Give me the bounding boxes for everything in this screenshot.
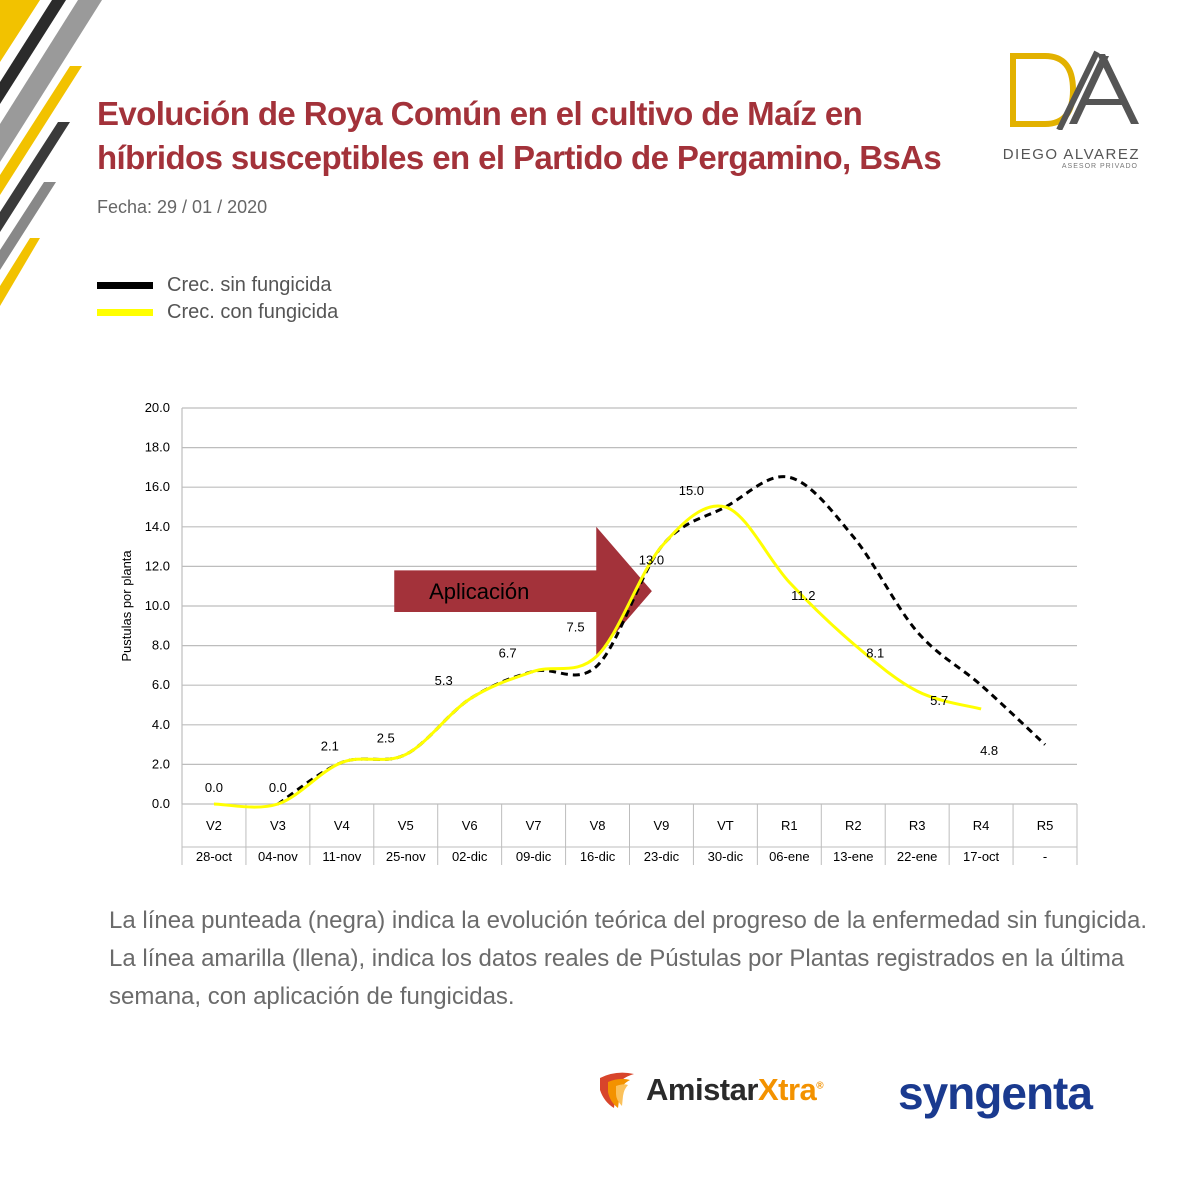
y-tick-label: 18.0	[145, 440, 170, 455]
data-label: 4.8	[980, 743, 998, 758]
x-category-label: V6	[462, 818, 478, 833]
y-tick-label: 12.0	[145, 558, 170, 573]
registered-mark: ®	[816, 1080, 824, 1092]
legend-label: Crec. con fungicida	[167, 301, 339, 323]
x-category-label: R3	[909, 818, 926, 833]
x-date-label: 25-nov	[386, 849, 426, 864]
data-label: 13.0	[639, 553, 664, 568]
x-category-label: R1	[781, 818, 798, 833]
y-tick-label: 0.0	[152, 796, 170, 811]
data-label: 7.5	[566, 620, 584, 635]
x-date-label: 16-dic	[580, 849, 616, 864]
xtra-word: Xtra	[757, 1072, 817, 1107]
data-label: 11.2	[791, 588, 815, 603]
legend-item-con-fungicida: Crec. con fungicida	[97, 299, 338, 326]
x-category-label: V7	[526, 818, 542, 833]
data-label: 8.1	[866, 646, 884, 661]
x-category-label: R4	[973, 818, 990, 833]
syngenta-logo: syngenta	[898, 1067, 1093, 1119]
x-category-label: V9	[654, 818, 670, 833]
data-label: 5.3	[435, 673, 453, 688]
page-title: Evolución de Roya Común en el cultivo de…	[97, 92, 977, 180]
y-tick-label: 20.0	[145, 400, 170, 415]
x-date-label: 22-ene	[897, 849, 937, 864]
data-label: 0.0	[269, 780, 287, 795]
title-line-2: híbridos susceptibles en el Partido de P…	[97, 139, 942, 176]
amistar-logo: AmistarXtra®	[596, 1068, 824, 1112]
x-date-label: 13-ene	[833, 849, 873, 864]
x-category-label: R5	[1037, 818, 1054, 833]
x-date-label: 17-oct	[963, 849, 1000, 864]
x-category-label: V3	[270, 818, 286, 833]
da-logo-icon	[1010, 50, 1139, 130]
x-date-label: 04-nov	[258, 849, 298, 864]
legend-label: Crec. sin fungicida	[167, 274, 332, 296]
x-date-label: 30-dic	[708, 849, 744, 864]
logo-name: DIEGO ALVAREZ	[1002, 146, 1140, 163]
series-line-con-fungicida	[213, 504, 982, 809]
title-line-1: Evolución de Roya Común en el cultivo de…	[97, 95, 863, 132]
data-label: 5.7	[930, 693, 948, 708]
decorative-stripes	[0, 0, 102, 306]
y-tick-label: 4.0	[152, 717, 170, 732]
y-tick-label: 16.0	[145, 479, 170, 494]
data-label: 15.0	[679, 483, 704, 498]
legend-item-sin-fungicida: Crec. sin fungicida	[97, 272, 338, 299]
legend-swatch-yellow	[97, 309, 153, 316]
y-tick-label: 10.0	[145, 598, 170, 613]
y-tick-label: 6.0	[152, 677, 170, 692]
x-date-label: -	[1043, 849, 1047, 864]
aplicacion-arrow	[394, 526, 652, 656]
y-tick-label: 8.0	[152, 638, 170, 653]
x-date-label: 09-dic	[516, 849, 552, 864]
data-label: 2.5	[377, 731, 395, 746]
x-category-label: V8	[590, 818, 606, 833]
x-date-label: 23-dic	[644, 849, 680, 864]
data-label: 6.7	[499, 645, 517, 660]
data-label: 0.0	[205, 780, 223, 795]
chart-legend: Crec. sin fungicida Crec. con fungicida	[97, 272, 338, 326]
x-date-label: 11-nov	[322, 849, 361, 864]
logo-subtitle: ASESOR PRIVADO	[1061, 163, 1138, 170]
x-category-label: VT	[717, 818, 734, 833]
x-category-label: V2	[206, 818, 222, 833]
annotation-label: Aplicación	[429, 579, 529, 604]
x-date-label: 28-oct	[196, 849, 233, 864]
x-date-label: 02-dic	[452, 849, 488, 864]
legend-swatch-black	[97, 282, 153, 289]
chart-caption: La línea punteada (negra) indica la evol…	[109, 907, 1148, 1010]
amistar-flame-icon	[600, 1072, 634, 1108]
x-date-label: 06-ene	[769, 849, 809, 864]
amistar-word: Amistar	[646, 1072, 758, 1107]
x-category-label: R2	[845, 818, 862, 833]
x-category-label: V5	[398, 818, 414, 833]
x-category-label: V4	[334, 818, 350, 833]
y-tick-label: 2.0	[152, 756, 170, 771]
y-axis-label: Pustulas por planta	[119, 550, 134, 662]
report-date: Fecha: 29 / 01 / 2020	[97, 197, 268, 217]
series-line-sin-fungicida	[277, 475, 1047, 806]
data-label: 2.1	[321, 738, 339, 753]
y-tick-label: 14.0	[145, 519, 170, 534]
